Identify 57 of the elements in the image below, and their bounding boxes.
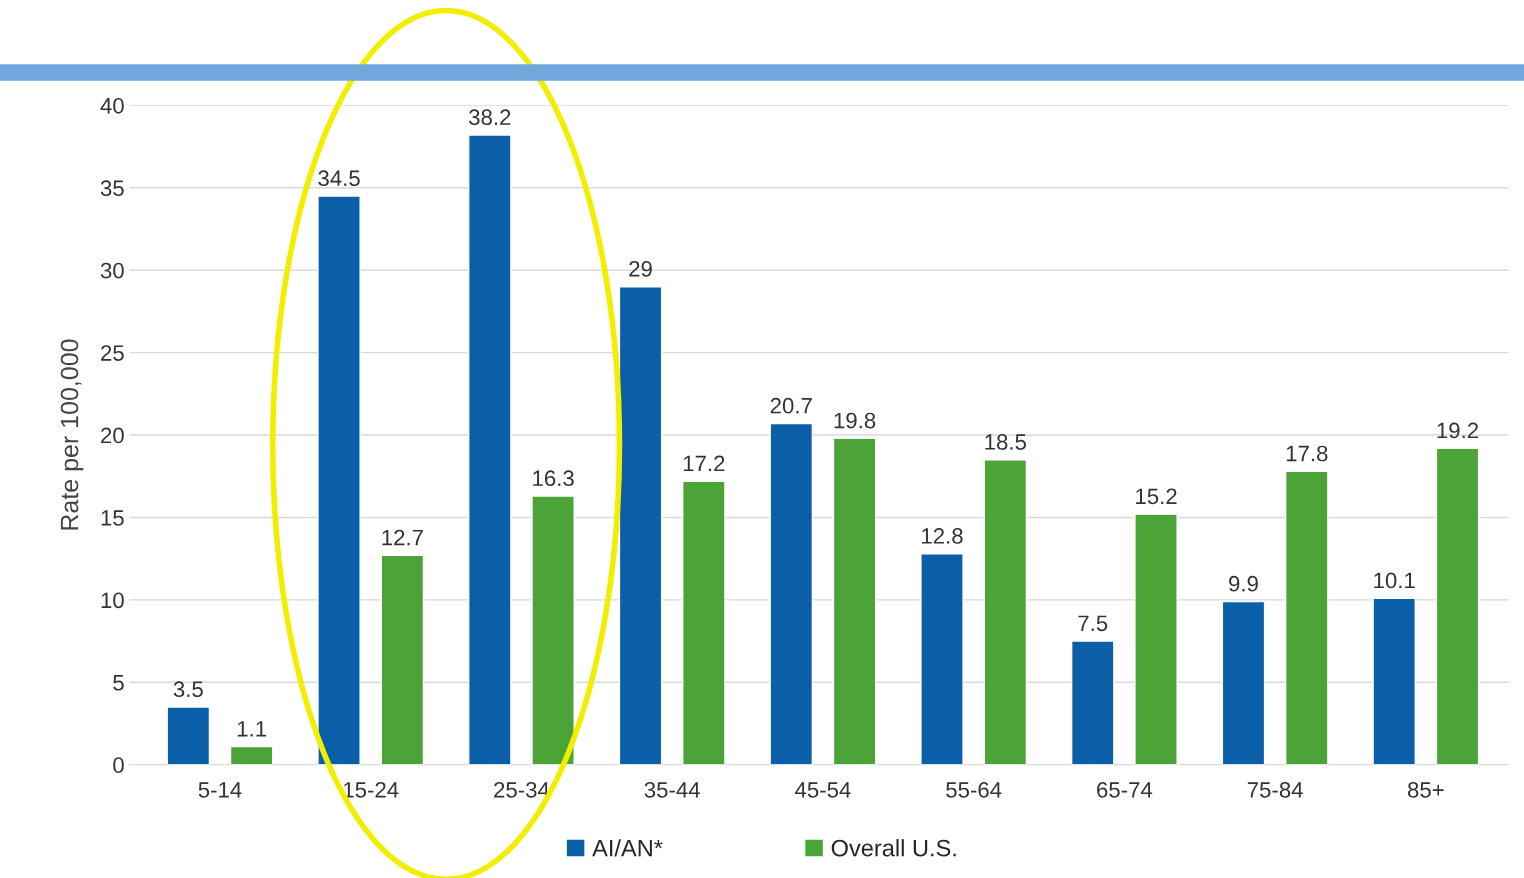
data-label: 20.7 xyxy=(770,397,812,414)
y-tick-label: 35 xyxy=(100,180,124,197)
y-axis-title: Rate per 100,000 xyxy=(60,339,84,530)
bar xyxy=(832,437,877,765)
data-label: 29 xyxy=(629,261,652,277)
bar xyxy=(1134,513,1178,765)
bar xyxy=(380,554,425,765)
bar xyxy=(1070,640,1115,765)
data-label: 17.2 xyxy=(683,455,725,472)
y-tick-label: 40 xyxy=(100,97,124,114)
y-tick-label: 25 xyxy=(101,345,124,361)
data-label: 18.5 xyxy=(985,434,1026,450)
legend-label: Overall U.S. xyxy=(831,839,956,857)
data-label: 7.5 xyxy=(1078,615,1108,632)
bar xyxy=(920,553,964,765)
bar xyxy=(983,459,1028,765)
y-tick-label: 30 xyxy=(100,262,124,279)
bar xyxy=(1284,470,1329,765)
data-label: 12.8 xyxy=(922,528,963,544)
x-tick-label: 5-14 xyxy=(198,782,242,798)
data-label: 9.9 xyxy=(1229,575,1258,592)
x-tick-label: 65-74 xyxy=(1097,781,1153,798)
bar xyxy=(467,134,512,765)
y-tick-label: 15 xyxy=(101,510,124,526)
data-label: 12.7 xyxy=(382,529,423,546)
x-tick-label: 45-54 xyxy=(795,782,851,798)
y-tick-label: 5 xyxy=(113,675,124,691)
data-label: 19.2 xyxy=(1437,422,1479,439)
x-tick-label: 25-34 xyxy=(494,781,550,798)
data-label: 38.2 xyxy=(469,109,511,126)
y-tick-label: 10 xyxy=(101,592,124,609)
x-tick-label: 85+ xyxy=(1407,781,1444,798)
bar xyxy=(769,422,814,765)
legend-label: AI/AN* xyxy=(592,839,663,857)
data-label: 19.8 xyxy=(834,412,876,429)
bar xyxy=(317,195,361,765)
bar xyxy=(618,285,663,765)
data-label: 34.5 xyxy=(318,170,360,187)
bar xyxy=(229,745,274,765)
y-tick-label: 0 xyxy=(113,757,124,774)
x-tick-label: 75-84 xyxy=(1247,781,1303,798)
data-label: 17.8 xyxy=(1286,445,1328,462)
data-label: 16.3 xyxy=(533,470,574,487)
y-tick-label: 20 xyxy=(101,427,124,444)
data-label: 15.2 xyxy=(1136,488,1177,505)
data-label: 10.1 xyxy=(1374,572,1415,589)
bar xyxy=(1372,597,1416,765)
x-tick-label: 55-64 xyxy=(946,781,1002,798)
x-tick-label: 15-24 xyxy=(343,781,399,798)
bar xyxy=(166,706,211,765)
x-tick-label: 35-44 xyxy=(644,781,700,798)
data-label: 3.5 xyxy=(173,681,203,698)
bar xyxy=(1435,447,1480,765)
data-label: 1.1 xyxy=(237,721,266,737)
bar xyxy=(1221,600,1266,765)
bar xyxy=(531,495,575,765)
bar xyxy=(682,480,726,765)
